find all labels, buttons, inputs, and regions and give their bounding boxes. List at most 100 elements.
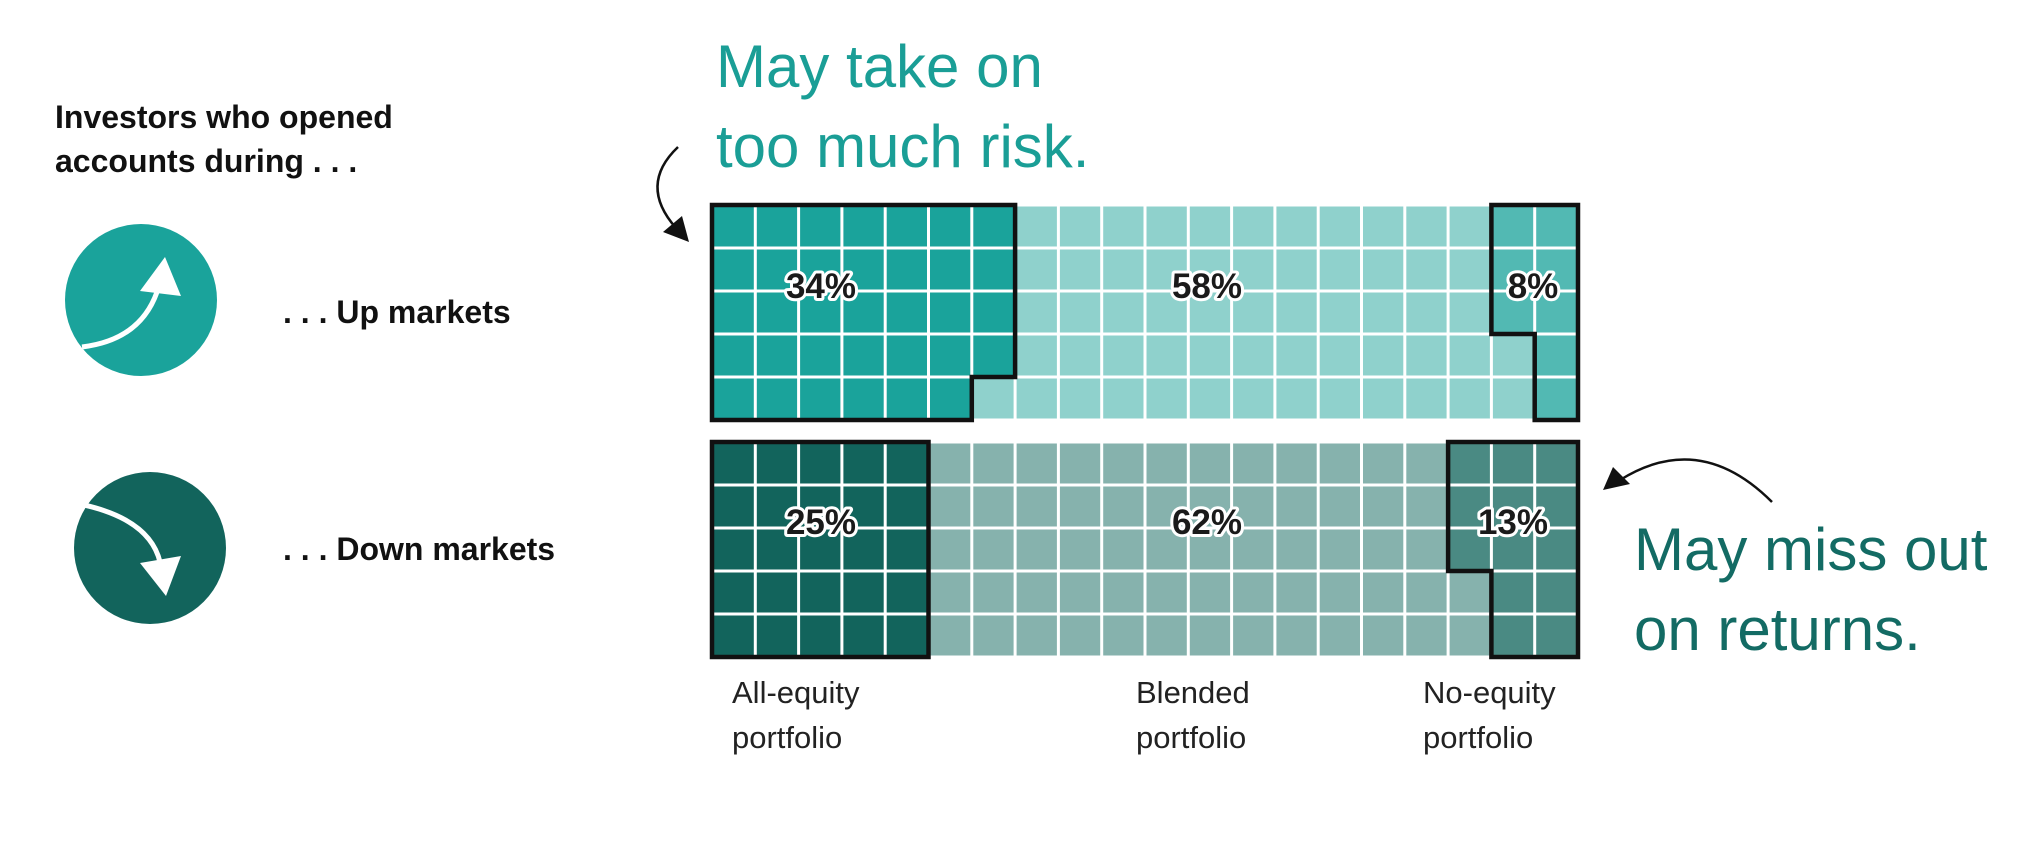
waffle-background [712, 205, 1578, 420]
waffle-cell-blended [1016, 292, 1057, 333]
waffle-cell-blended [1016, 206, 1057, 247]
waffle-cell-blended [1146, 529, 1187, 570]
waffle-cell-all-equity [930, 206, 971, 247]
waffle-cell-blended [1189, 529, 1231, 570]
waffle-cell-blended [1276, 292, 1317, 333]
waffle-cell-blended [1276, 378, 1317, 419]
waffle-cell-all-equity [713, 443, 754, 484]
waffle-cell-blended [1363, 615, 1404, 656]
returns-arrowhead [1603, 467, 1630, 490]
waffle-cell-blended [1276, 443, 1317, 484]
callout-returns-line-2: on returns. [1634, 596, 1921, 663]
callout-risk-line-2: too much risk. [716, 113, 1089, 180]
waffle-cell-all-equity [713, 615, 754, 656]
waffle-cell-all-equity [843, 443, 884, 484]
waffle-cell-all-equity [973, 292, 1014, 333]
waffle-cell-all-equity [713, 529, 754, 570]
waffle-cell-all-equity [843, 206, 884, 247]
label-blended-line-1: Blended [1136, 675, 1250, 710]
waffle-cell-no-equity [1492, 572, 1534, 613]
waffle-cell-blended [1363, 249, 1404, 290]
waffle-cell-blended [1406, 572, 1447, 613]
waffle-cell-all-equity [843, 292, 884, 333]
label-all-equity-line-1: All-equity [732, 675, 860, 710]
waffle-cell-blended [1233, 443, 1274, 484]
waffle-cell-blended [973, 615, 1014, 656]
label-no-equity-line-1: No-equity [1423, 675, 1556, 710]
waffle-cell-all-equity [800, 335, 841, 376]
waffle-cell-blended [1233, 335, 1274, 376]
waffle-cell-blended [1146, 206, 1187, 247]
waffle-cell-all-equity [973, 206, 1014, 247]
waffle-cell-blended [1276, 249, 1317, 290]
label-blended-line-2: portfolio [1136, 720, 1246, 755]
pct-label-down-no-equity: 13% [1478, 503, 1548, 542]
waffle-cell-blended [1103, 529, 1144, 570]
pct-label-down-all-equity: 25% [786, 503, 856, 542]
waffle-cell-blended [1406, 443, 1447, 484]
outline-all-equity [709, 202, 1018, 423]
waffle-cell-all-equity [886, 378, 927, 419]
waffle-cell-blended [1406, 378, 1447, 419]
waffle-cell-all-equity [930, 378, 971, 419]
waffle-cell-blended [1016, 486, 1057, 527]
waffle-cell-all-equity [843, 486, 884, 527]
waffle-cell-all-equity [800, 529, 841, 570]
outline-no-equity [1445, 439, 1581, 660]
waffle-cell-blended [1189, 292, 1231, 333]
waffle-cell-all-equity [800, 486, 841, 527]
waffle-cell-no-equity [1492, 249, 1534, 290]
waffle-cell-blended [1189, 443, 1231, 484]
waffle-cell-blended [1319, 443, 1360, 484]
waffle-cell-no-equity [1492, 529, 1534, 570]
waffle-cell-all-equity [973, 249, 1014, 290]
waffle-cell-blended [1319, 486, 1360, 527]
waffle-cell-blended [1233, 486, 1274, 527]
waffle-cell-blended [1146, 615, 1187, 656]
waffle-cell-blended [973, 529, 1014, 570]
waffle-cell-no-equity [1492, 486, 1534, 527]
waffle-cell-blended [930, 529, 971, 570]
waffle-cell-blended [1363, 292, 1404, 333]
waffle-cell-blended [1363, 335, 1404, 376]
waffle-cell-no-equity [1536, 378, 1577, 419]
waffle-cell-no-equity [1536, 615, 1577, 656]
waffle-cell-all-equity [713, 206, 754, 247]
waffle-cell-blended [1059, 443, 1101, 484]
waffle-cell-all-equity [800, 615, 841, 656]
waffle-cell-blended [1146, 486, 1187, 527]
waffle-cell-all-equity [843, 615, 884, 656]
waffle-down-markets [709, 439, 1581, 660]
waffle-cell-blended [1189, 486, 1231, 527]
waffle-cell-no-equity [1492, 206, 1534, 247]
waffle-cell-blended [1276, 529, 1317, 570]
waffle-cell-blended [1146, 292, 1187, 333]
waffle-cell-blended [930, 486, 971, 527]
waffle-cell-no-equity [1536, 443, 1577, 484]
waffle-cell-blended [1016, 249, 1057, 290]
waffle-cell-all-equity [756, 572, 798, 613]
up-market-icon [65, 224, 217, 376]
waffle-cell-blended [1189, 335, 1231, 376]
waffle-cell-blended [1406, 529, 1447, 570]
waffle-cell-no-equity [1536, 335, 1577, 376]
waffle-cell-blended [1449, 572, 1490, 613]
waffle-cell-blended [1363, 443, 1404, 484]
pct-label-up-no-equity: 8% [1508, 267, 1559, 306]
waffle-cell-blended [1406, 206, 1447, 247]
waffle-cell-blended [1406, 249, 1447, 290]
waffle-cell-blended [1319, 292, 1360, 333]
waffle-cell-all-equity [843, 529, 884, 570]
waffle-cell-blended [1103, 443, 1144, 484]
waffle-cell-blended [1233, 206, 1274, 247]
waffle-cell-blended [1233, 615, 1274, 656]
waffle-cell-blended [1103, 249, 1144, 290]
waffle-cell-blended [1103, 615, 1144, 656]
pct-label-up-blended: 58% [1172, 267, 1242, 306]
waffle-cell-blended [1406, 615, 1447, 656]
waffle-cell-blended [930, 615, 971, 656]
waffle-cell-all-equity [930, 249, 971, 290]
waffle-cell-blended [1406, 292, 1447, 333]
waffle-cell-blended [1319, 249, 1360, 290]
waffle-cell-blended [1276, 572, 1317, 613]
